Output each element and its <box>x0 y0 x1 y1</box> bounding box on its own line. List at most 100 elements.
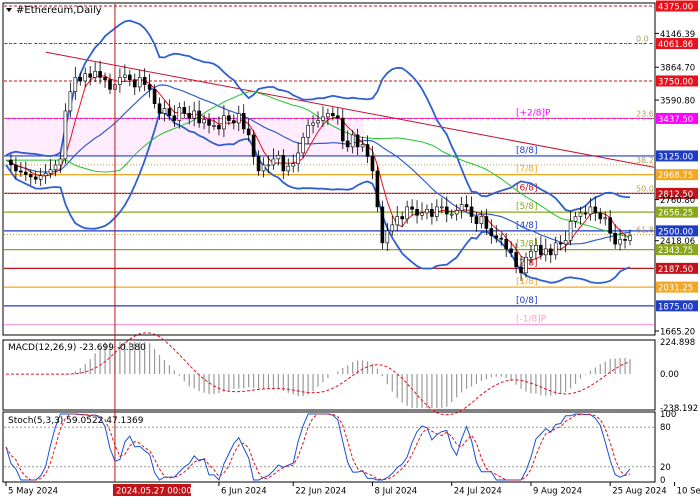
candle-body <box>207 119 211 126</box>
candle-body <box>449 213 454 216</box>
price-label-box <box>656 38 698 50</box>
candle-body <box>9 159 13 166</box>
murrey-level-label: [-1/8]P <box>516 315 547 325</box>
candle-body <box>578 212 583 217</box>
price-label: 2500.00 <box>658 227 693 237</box>
candle-body <box>454 210 459 215</box>
stoch-signal-line <box>5 413 631 481</box>
price-label-box <box>656 112 698 124</box>
price-label: 2760.80 <box>660 196 695 206</box>
candle-body <box>236 113 241 124</box>
candle-body <box>256 156 261 172</box>
candle-body <box>88 73 92 78</box>
candle-body <box>553 242 558 256</box>
price-label: 2187.50 <box>658 265 693 275</box>
price-label: 3125.00 <box>658 152 693 162</box>
candle-body <box>459 204 464 211</box>
candle-body <box>251 134 256 157</box>
murrey-level-label: [3/8] <box>516 240 538 250</box>
murrey-level-label: [6/8] <box>516 183 538 193</box>
candle-body <box>435 206 439 217</box>
candle-body <box>172 115 177 121</box>
candle-body <box>385 230 390 244</box>
candle-body <box>266 164 271 167</box>
candle-body <box>98 71 102 78</box>
candle-body <box>301 137 305 154</box>
price-label: 4146.39 <box>660 30 695 40</box>
candle-body <box>142 77 147 85</box>
price-label: 2418.06 <box>660 237 695 247</box>
candle-body <box>63 110 68 160</box>
time-label: 6 Jun 2024 <box>221 487 267 497</box>
price-label-box <box>656 150 698 162</box>
candle-body <box>19 170 23 173</box>
candle-body <box>83 73 88 82</box>
candle-body <box>162 108 167 114</box>
candle-body <box>628 235 632 241</box>
candle-body <box>291 163 296 167</box>
candle-body <box>227 115 231 121</box>
candle-body <box>232 120 236 124</box>
candle-body <box>529 250 533 258</box>
stoch-scale-label: 80 <box>660 423 671 433</box>
candle-body <box>509 248 513 253</box>
stoch-scale-label: 0 <box>660 476 665 486</box>
fibo-level-label: 23.6 <box>636 109 654 118</box>
murrey-level-label: [0/8] <box>516 296 538 306</box>
price-label: 2968.75 <box>658 171 693 181</box>
stoch-panel <box>2 411 656 483</box>
candle-body <box>108 79 112 90</box>
candle-body <box>444 206 449 215</box>
fibo-level-label: 38.2 <box>636 156 654 165</box>
candle-body <box>410 206 414 210</box>
candle-body <box>390 224 395 232</box>
time-label-box <box>112 484 191 496</box>
candle-body <box>276 155 281 160</box>
candle-body <box>588 206 593 215</box>
main-plot-area: [+2/8]P[8/8][7/8][6/8][5/8][4/8][3/8][2/… <box>4 5 654 326</box>
candle-body <box>321 116 325 121</box>
murrey-level-label: [4/8] <box>516 221 538 231</box>
price-label: 1665.20 <box>660 328 695 338</box>
candle-body <box>306 125 310 138</box>
candle-body <box>24 171 28 175</box>
candle-body <box>345 140 350 148</box>
price-label: 3590.80 <box>660 97 695 107</box>
candle-body <box>608 217 612 234</box>
price-label-box <box>656 0 698 12</box>
candle-body <box>14 164 18 172</box>
candle-body <box>281 155 286 172</box>
candle-body <box>28 174 33 178</box>
price-label: 2343.75 <box>658 246 693 256</box>
candle-body <box>147 84 152 90</box>
candle-body <box>544 248 548 256</box>
candle-body <box>202 119 206 124</box>
candle-body <box>241 113 246 130</box>
fibo-level-label: 61.8 <box>636 225 654 234</box>
candle-body <box>326 113 330 118</box>
candle-body <box>331 113 335 117</box>
candle-body <box>53 164 58 171</box>
chart-menu-icon[interactable] <box>6 8 12 12</box>
candle-body <box>152 89 157 105</box>
price-label-box <box>656 244 698 256</box>
murrey-level-label: [7/8] <box>516 165 538 175</box>
candle-body <box>246 128 251 136</box>
window-title[interactable]: #Ethereum,Daily <box>6 5 102 16</box>
macd-signal-line <box>6 332 631 416</box>
candle-body <box>350 134 355 148</box>
candle-body <box>370 156 375 172</box>
candle-body <box>43 173 48 177</box>
candle-body <box>474 216 479 224</box>
price-label: 2031.25 <box>658 284 693 294</box>
candle-body <box>623 238 627 241</box>
trendline <box>45 51 654 168</box>
murrey-level-label: [8/8] <box>516 146 538 156</box>
main-price-panel <box>2 2 656 336</box>
candle-body <box>132 79 137 88</box>
candle-body <box>603 217 608 220</box>
time-label: 24 Jul 2024 <box>454 487 502 497</box>
time-label: 22 Jun 2024 <box>295 487 346 497</box>
